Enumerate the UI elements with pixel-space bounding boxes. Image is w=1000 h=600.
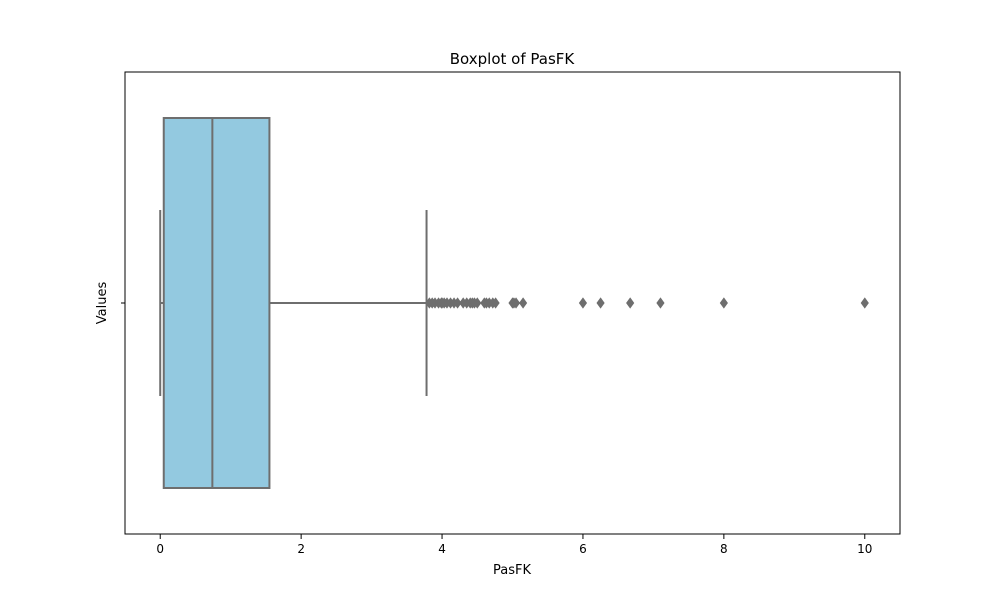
- x-tick-label: 4: [438, 542, 446, 556]
- x-tick-label: 6: [579, 542, 587, 556]
- x-tick-label: 2: [297, 542, 305, 556]
- outlier-point: [578, 297, 588, 309]
- outlier-point: [453, 297, 462, 309]
- outlier-point: [656, 297, 665, 309]
- plot-area: [124, 71, 901, 535]
- y-axis-label: Values: [95, 282, 110, 325]
- outlier-point: [596, 297, 605, 309]
- outlier-point: [719, 297, 728, 309]
- outlier-point: [511, 297, 521, 309]
- x-tick-label: 0: [156, 542, 164, 556]
- x-tick-label: 10: [857, 542, 872, 556]
- outlier-point: [518, 297, 528, 309]
- x-axis-label: PasFK: [493, 563, 531, 578]
- x-axis-ticks: 0 2 4 6 8 10: [156, 534, 872, 556]
- outlier-point: [626, 297, 635, 309]
- outlier-point: [860, 297, 869, 309]
- x-tick-label: 8: [720, 542, 728, 556]
- outlier-point: [473, 297, 482, 309]
- chart-title: Boxplot of PasFK: [450, 50, 576, 68]
- outlier-point: [491, 297, 500, 309]
- iqr-box: [162, 117, 271, 489]
